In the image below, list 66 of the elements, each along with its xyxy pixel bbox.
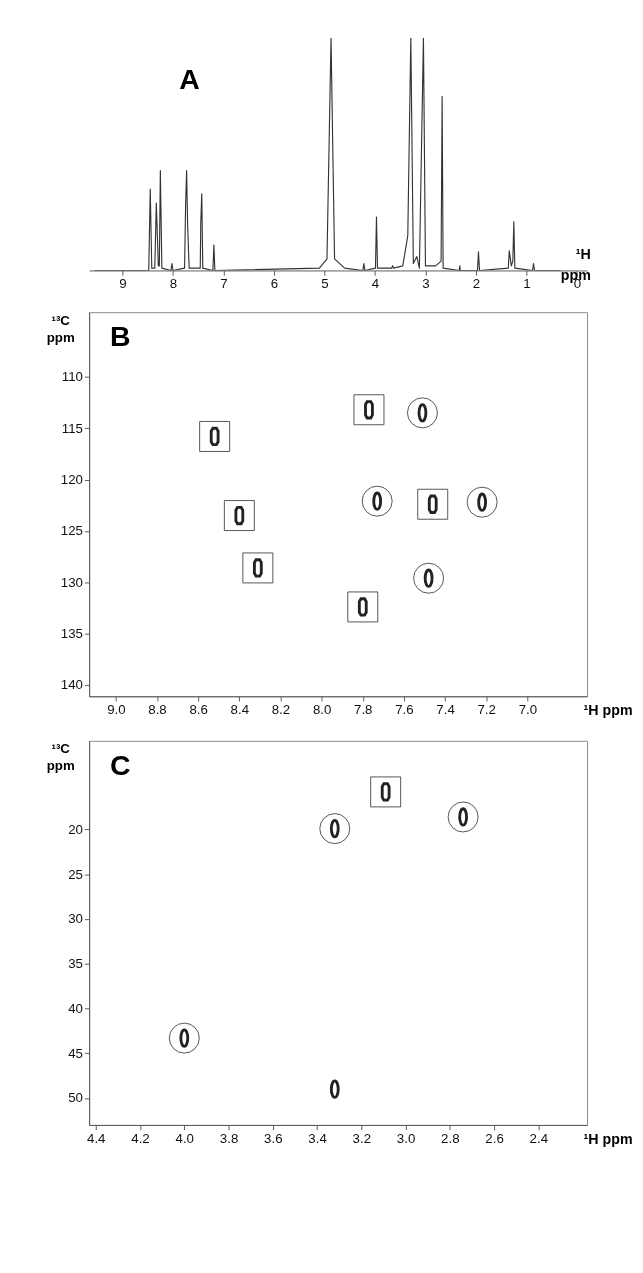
x-tick-label: 8.2 — [271, 701, 291, 717]
x-tick-label: 7.8 — [354, 701, 373, 717]
x-tick-label: 4.4 — [87, 1130, 106, 1146]
y-tick-label: 30 — [68, 911, 83, 927]
x-tick-label: 4 — [371, 276, 380, 292]
x-tick-label: 4.0 — [175, 1130, 194, 1146]
x-tick-label: 7 — [220, 276, 228, 292]
point — [447, 801, 479, 833]
y-tick-label: 130 — [60, 574, 83, 590]
x-tick-label: 3.0 — [396, 1130, 416, 1146]
x-tick-label: 8.8 — [148, 701, 167, 717]
point — [319, 813, 351, 844]
point — [413, 562, 444, 594]
x-tick-label: 4.2 — [131, 1130, 150, 1146]
x-tick-label: 7.0 — [518, 701, 538, 717]
point — [361, 485, 393, 517]
point — [407, 397, 438, 429]
annotation: A — [179, 63, 200, 96]
y-axis-title: ¹³C ppm — [46, 741, 75, 774]
point — [417, 488, 449, 520]
point — [223, 500, 255, 531]
y-tick-label: 25 — [68, 866, 83, 882]
x-axis-title: ¹H ppm — [583, 702, 633, 719]
y-tick-label: 135 — [60, 625, 83, 641]
x-tick-label: 5 — [321, 276, 329, 292]
x-tick-label: 8.6 — [189, 701, 208, 717]
x-tick-label: 2.8 — [441, 1130, 460, 1146]
point — [353, 394, 385, 426]
y-tick-label: 110 — [61, 369, 83, 385]
x-tick-label: 7.2 — [477, 701, 496, 717]
x-tick-label: 3 — [422, 276, 430, 292]
x-tick-label: 8 — [169, 276, 178, 292]
x-tick-label: 6 — [270, 276, 279, 292]
y-tick-label: 35 — [68, 956, 83, 972]
x-tick-label: 3.6 — [264, 1130, 283, 1146]
y-tick-label: 125 — [60, 523, 83, 539]
x-tick-label: 8.0 — [312, 701, 332, 717]
x-tick-label: 7.6 — [395, 701, 414, 717]
x-tick-label: 2.4 — [529, 1130, 549, 1146]
y-tick-label: 45 — [68, 1045, 83, 1061]
x-tick-label: 3.4 — [308, 1130, 327, 1146]
annotation: B — [110, 320, 131, 353]
x-tick-label: 3.2 — [352, 1130, 372, 1146]
x-tick-label: 9.0 — [107, 701, 126, 717]
point — [347, 591, 379, 623]
x-tick-label: 9 — [119, 276, 127, 292]
x-tick-label: 3.8 — [219, 1130, 239, 1146]
y-tick-label: 20 — [68, 821, 83, 837]
x-tick-label: 2 — [472, 276, 481, 292]
y-tick-label: 120 — [60, 471, 83, 487]
x-tick-label: 8.4 — [230, 701, 250, 717]
x-axis-title: ¹H ppm — [583, 1130, 633, 1147]
y-tick-label: 140 — [60, 677, 83, 693]
point — [370, 776, 402, 808]
annotation: C — [110, 749, 131, 782]
y-axis-title: ¹³C ppm — [46, 312, 75, 345]
y-tick-label: 40 — [68, 1000, 83, 1016]
point — [199, 421, 231, 452]
y-tick-label: 50 — [68, 1090, 83, 1106]
y-tick-label: 115 — [61, 420, 83, 436]
x-tick-label: 1 — [523, 276, 531, 292]
point — [168, 1022, 200, 1054]
x-tick-label: 7.4 — [436, 701, 455, 717]
x-tick-label: 2.6 — [485, 1130, 504, 1146]
point — [466, 486, 498, 518]
point — [242, 552, 274, 584]
